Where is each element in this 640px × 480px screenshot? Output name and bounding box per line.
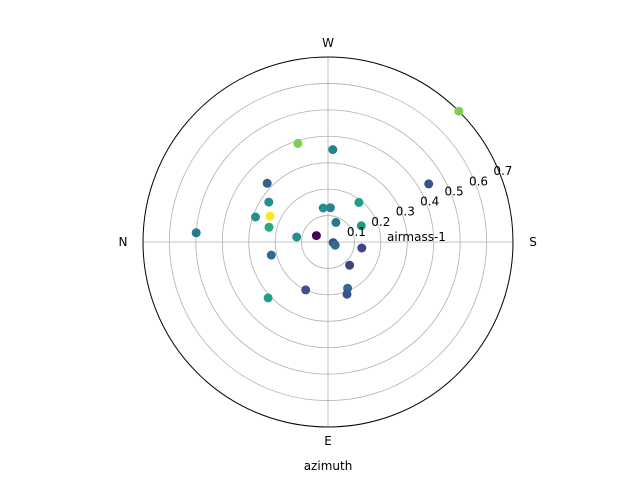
scatter-point xyxy=(266,250,276,260)
scatter-point xyxy=(262,178,272,188)
scatter-point xyxy=(424,179,434,189)
direction-label: N xyxy=(119,235,128,249)
scatter-point xyxy=(454,106,464,116)
scatter-point xyxy=(331,217,341,227)
scatter-points xyxy=(191,106,464,303)
scatter-point xyxy=(328,145,338,155)
radial-tick-label: 0.5 xyxy=(445,184,464,198)
x-axis-label: azimuth xyxy=(304,459,353,473)
radial-tick-label: 0.3 xyxy=(396,205,415,219)
radial-tick-label: 0.7 xyxy=(493,164,512,178)
scatter-point xyxy=(311,231,321,241)
scatter-point xyxy=(342,289,352,299)
direction-label: S xyxy=(529,235,537,249)
radial-tick-label: 0.2 xyxy=(371,215,390,229)
scatter-point xyxy=(325,203,335,213)
scatter-point xyxy=(330,240,340,250)
scatter-point xyxy=(265,211,275,221)
scatter-point xyxy=(292,232,302,242)
polar-frame xyxy=(142,56,514,428)
scatter-point xyxy=(264,222,274,232)
scatter-point xyxy=(293,138,303,148)
scatter-point xyxy=(318,203,328,213)
direction-label: W xyxy=(322,36,334,50)
scatter-point xyxy=(301,285,311,295)
y-axis-label: airmass-1 xyxy=(387,230,446,244)
radial-tick-label: 0.6 xyxy=(469,174,488,188)
scatter-point xyxy=(356,221,366,231)
scatter-point xyxy=(345,260,355,270)
direction-labels: W S E N xyxy=(119,36,537,448)
polar-grid xyxy=(142,56,514,428)
scatter-point xyxy=(191,228,201,238)
scatter-point xyxy=(354,197,364,207)
direction-label: E xyxy=(324,434,332,448)
radial-tick-labels: 0.1 0.2 0.3 0.4 0.5 0.6 0.7 xyxy=(347,164,513,239)
scatter-point xyxy=(263,293,273,303)
scatter-point xyxy=(264,197,274,207)
scatter-point xyxy=(357,243,367,253)
radial-tick-label: 0.1 xyxy=(347,225,366,239)
radial-tick-label: 0.4 xyxy=(420,195,439,209)
scatter-point xyxy=(251,212,260,222)
